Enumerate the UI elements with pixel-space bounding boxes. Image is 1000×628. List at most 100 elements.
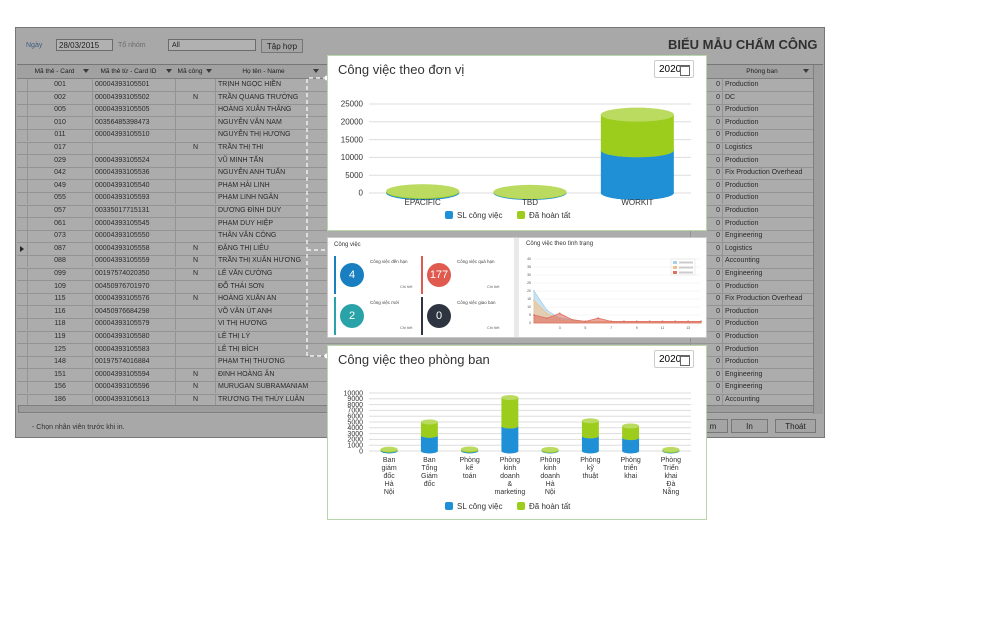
dashboard-strip: Công việc 4 Công việc đến hạn Chi tiết 177 C…: [327, 237, 707, 338]
filter-icon[interactable]: [803, 69, 809, 73]
y-tick-label: 0: [529, 321, 531, 325]
legend-label: SL công việc: [457, 211, 503, 220]
filter-icon[interactable]: [166, 69, 172, 73]
collect-button[interactable]: Tập hợp: [261, 39, 303, 53]
summary-tile[interactable]: 177 Công việc quá hạn Chi tiết: [421, 256, 507, 294]
table-cell: [175, 154, 215, 167]
point: [558, 312, 561, 315]
y-tick-label: 15000: [341, 135, 364, 144]
y-tick-label: 5000: [345, 171, 363, 180]
exit-button[interactable]: Thoát: [775, 419, 816, 433]
point: [674, 320, 677, 323]
table-cell: HOÀNG XUÂN THẮNG: [215, 104, 322, 117]
table-cell: Production: [722, 280, 812, 293]
cylinder-top: [380, 446, 398, 452]
summary-tile[interactable]: 0 Công việc giao ban Chi tiết: [421, 297, 507, 335]
y-tick-label: 5000: [347, 419, 363, 426]
cylinder-top: [541, 447, 559, 453]
y-tick-label: 15: [527, 297, 531, 301]
tile-count: 0: [427, 304, 451, 328]
cylinder-top: [581, 418, 599, 424]
legend-label: Đã hoàn tất: [529, 502, 571, 511]
cylinder-highlight: [662, 447, 680, 453]
table-cell: Logistics: [722, 242, 812, 255]
point: [571, 318, 574, 321]
tile-count: 4: [340, 263, 364, 287]
y-tick-label: 2000: [347, 437, 363, 444]
point: [648, 320, 651, 323]
row-line: [17, 343, 823, 345]
table-cell: 119: [27, 331, 92, 343]
table-cell: [175, 167, 215, 180]
point: [635, 320, 638, 323]
cylinder-top: [461, 446, 479, 452]
table-cell: Engineering: [722, 368, 812, 381]
table-cell: 00004393105558: [92, 242, 175, 255]
table-cell: 00197574020350: [92, 268, 175, 280]
legend-box: [670, 258, 696, 276]
y-tick-label: 35: [527, 265, 531, 269]
year-picker[interactable]: 2020: [654, 350, 694, 368]
y-tick-label: 10000: [344, 390, 364, 397]
table-cell: 00004393105536: [92, 167, 175, 180]
date-picker[interactable]: 28/03/2015: [56, 39, 113, 51]
y-tick-label: 1000: [347, 443, 363, 450]
tile-link[interactable]: Chi tiết: [400, 284, 413, 289]
y-tick-label: 20000: [341, 117, 364, 126]
table-cell: NGUYỄN ANH TUẤN: [215, 167, 322, 180]
table-cell: N: [175, 293, 215, 306]
table-cell: NGUYỄN THỊ HƯƠNG: [215, 129, 322, 142]
filter-icon[interactable]: [83, 69, 89, 73]
table-cell: 00335017715131: [92, 205, 175, 217]
table-cell: [175, 280, 215, 293]
tile-link[interactable]: Chi tiết: [487, 325, 500, 330]
table-cell: Production: [722, 217, 812, 230]
cylinder-highlight: [380, 446, 398, 452]
table-cell: 00004393105596: [92, 381, 175, 394]
table-cell: [175, 104, 215, 117]
table-cell: [92, 142, 175, 154]
legend-swatch: [445, 211, 453, 219]
legend-swatch: [673, 261, 677, 264]
print-button[interactable]: In: [731, 419, 768, 433]
y-tick-label: 20: [527, 289, 531, 293]
table-cell: 00004393105510: [92, 129, 175, 142]
table-cell: [175, 331, 215, 343]
table-cell: ĐINH HOÀNG ÂN: [215, 368, 322, 381]
chart: 0100020003000400050006000700080009000100…: [344, 390, 691, 511]
column-header: Phòng ban: [746, 68, 778, 75]
tile-count: 177: [427, 263, 451, 287]
table-cell: 057: [27, 205, 92, 217]
table-cell: Production: [722, 356, 812, 369]
summary-tile[interactable]: 2 Công việc mới Chi tiết: [334, 297, 420, 335]
summary-panel: Công việc 4 Công việc đến hạn Chi tiết 177 C…: [328, 238, 514, 337]
table-cell: Production: [722, 179, 812, 192]
group-select[interactable]: All: [168, 39, 256, 51]
table-cell: [175, 356, 215, 369]
table-cell: 00004393105580: [92, 331, 175, 343]
tile-link[interactable]: Chi tiết: [400, 325, 413, 330]
table-cell: 061: [27, 217, 92, 230]
table-cell: 00004393105505: [92, 104, 175, 117]
y-tick-label: 30: [527, 273, 531, 277]
table-cell: MURUGAN SUBRAMANIAM: [215, 381, 322, 394]
table-cell: 017: [27, 142, 92, 154]
table-cell: [175, 230, 215, 243]
table-cell: Production: [722, 104, 812, 117]
tile-link[interactable]: Chi tiết: [487, 284, 500, 289]
table-cell: DƯƠNG ĐÌNH DUY: [215, 205, 322, 217]
table-cell: 00004393105579: [92, 318, 175, 331]
table-cell: HOÀNG XUÂN AN: [215, 293, 322, 306]
x-tick-label: Ban giám đốc Hà Nội: [381, 457, 397, 496]
year-picker[interactable]: 2020: [654, 60, 694, 78]
form-title: BIỂU MẪU CHẤM CÔNG: [668, 37, 818, 52]
filter-icon[interactable]: [206, 69, 212, 73]
table-cell: THÂN VĂN CÔNG: [215, 230, 322, 243]
point: [533, 290, 535, 292]
y-tick-label: 6000: [347, 414, 363, 421]
x-tick-label: 3: [559, 326, 561, 330]
filter-icon[interactable]: [313, 69, 319, 73]
table-cell: 148: [27, 356, 92, 369]
summary-tile[interactable]: 4 Công việc đến hạn Chi tiết: [334, 256, 420, 294]
